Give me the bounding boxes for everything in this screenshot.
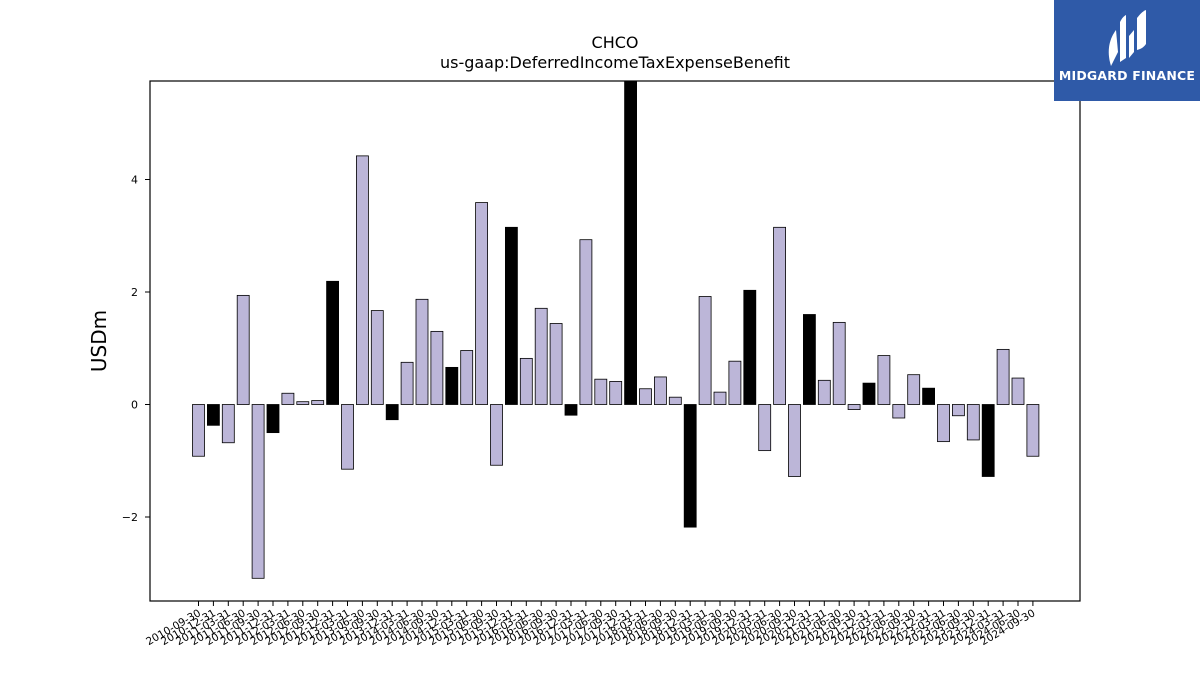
bar [609,381,623,405]
bar [594,378,608,405]
bar [907,374,921,405]
logo-mark-icon [1054,0,1200,101]
chart-title: CHCO [592,33,639,52]
bar [519,357,533,405]
bar [281,392,295,405]
y-tick-label: 2 [131,286,138,299]
axes-frame [149,80,1081,602]
bar [698,296,712,405]
bar [206,404,220,426]
y-axis-label: USDm [87,310,111,372]
bar [803,314,816,405]
bar [192,404,205,457]
bar [996,348,1010,405]
bar [460,350,474,405]
bar [475,202,489,405]
y-tick-label: 0 [131,399,138,412]
bar [1011,377,1025,405]
bar [683,404,697,528]
bar [385,404,399,421]
logo-background [1054,0,1200,101]
bar [862,382,876,405]
bar [445,366,459,405]
bar [549,323,563,405]
bar [415,298,429,405]
bar [341,404,354,470]
bar [579,239,593,405]
bar [832,321,846,405]
y-tick-label: −2 [122,511,138,524]
bar [788,404,801,477]
bar [490,404,503,466]
bar [668,396,682,405]
bar [266,404,280,434]
bar [370,310,384,405]
bar [504,226,518,405]
bar [937,404,950,443]
bar [966,404,980,441]
bar [221,404,235,444]
bar [534,307,548,405]
bar [743,289,757,405]
bar [311,400,325,405]
brand-logo: MIDGARD FINANCE [1054,0,1200,101]
chart-subtitle: us-gaap:DeferredIncomeTaxExpenseBenefit [440,53,790,72]
bar [564,404,578,416]
bar [981,404,995,477]
bar [624,80,637,405]
bar [400,361,414,405]
bar [922,387,935,405]
bar [355,155,369,405]
bar [758,404,772,452]
bar [654,376,667,405]
bar [728,360,742,405]
bar [1026,404,1040,457]
bar [639,388,652,405]
bar [817,379,831,405]
logo-text: MIDGARD FINANCE [1058,68,1196,83]
bar [251,404,265,579]
bar [713,391,727,405]
y-tick-label: 4 [131,174,138,187]
bar [892,404,906,419]
bar [877,355,891,405]
bar [773,226,786,405]
bar [430,330,444,405]
bar [296,401,310,405]
bar [847,404,861,410]
bar [952,404,965,417]
bar [326,280,340,405]
bar [236,294,250,405]
plot-area: −20242010-09-302010-12-312011-03-312011-… [122,80,1081,648]
